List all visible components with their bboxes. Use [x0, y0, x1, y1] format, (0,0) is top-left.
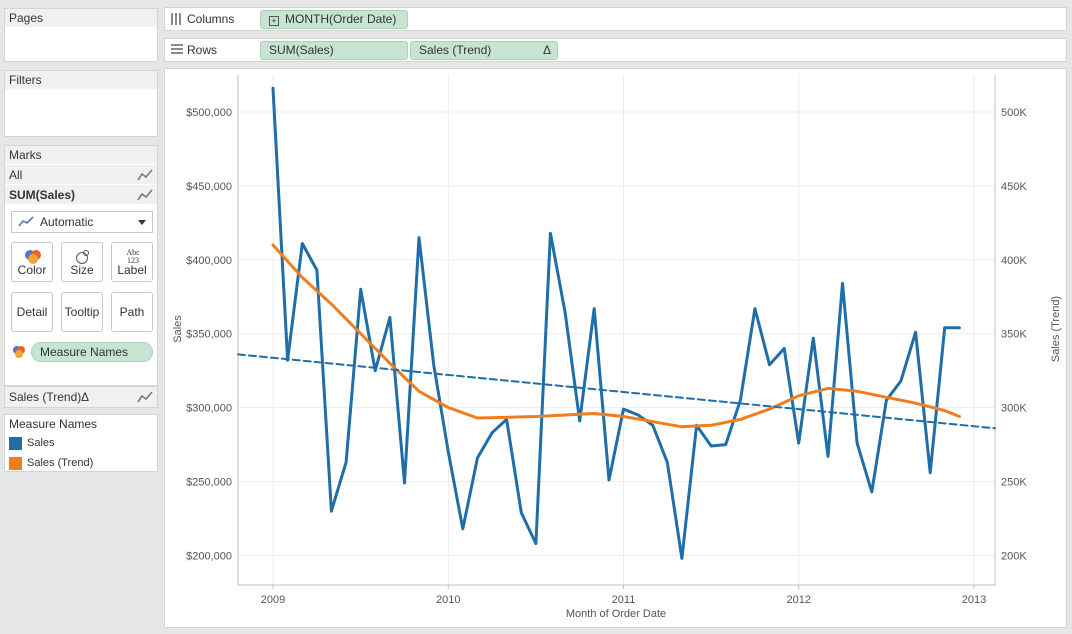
marks-title: Marks: [5, 146, 157, 164]
color-button-label: Color: [17, 263, 47, 277]
size-icon: [76, 250, 89, 264]
pages-title: Pages: [5, 9, 157, 27]
y-tick-label-right: 350K: [1001, 329, 1027, 341]
detail-button[interactable]: Detail: [11, 292, 53, 332]
measure-names-color-pill[interactable]: Measure Names: [31, 342, 153, 362]
line-mark-icon: [18, 216, 34, 227]
sales-line[interactable]: [271, 86, 961, 560]
y-tick-label-right: 300K: [1001, 403, 1027, 415]
marks-card: Marks All SUM(Sales) Automatic Color Siz…: [4, 145, 158, 386]
mark-type-dropdown[interactable]: Automatic: [11, 211, 153, 233]
chart-panel[interactable]: $200,000 200K $250,000 250K $300,000 300K $350…: [164, 68, 1067, 628]
legend-swatch: [9, 457, 22, 470]
sales-trend-pill[interactable]: Sales (Trend) Δ: [410, 41, 558, 60]
chevron-down-icon: [138, 220, 146, 225]
line-mark-icon: [137, 169, 153, 181]
delta-icon: Δ: [542, 43, 551, 57]
rows-label: Rows: [187, 43, 218, 57]
tooltip-button[interactable]: Tooltip: [61, 292, 103, 332]
y-tick-label-left: $200,000: [186, 550, 232, 562]
svg-text:123: 123: [127, 256, 139, 265]
legend-item-sales-trend[interactable]: Sales (Trend): [5, 453, 157, 473]
marks-sales-trend-row[interactable]: Sales (Trend) Δ: [4, 386, 158, 408]
y-tick-label-right: 500K: [1001, 107, 1027, 119]
color-palette-icon: [13, 346, 25, 358]
x-tick-label: 2013: [962, 594, 986, 606]
mark-type-value: Automatic: [40, 215, 94, 229]
filters-title: Filters: [5, 71, 157, 89]
x-axis-title: Month of Order Date: [566, 608, 666, 620]
label-button[interactable]: Abc 123 Label: [111, 242, 153, 282]
rows-shelf[interactable]: Rows SUM(Sales) Sales (Trend) Δ: [164, 38, 1067, 62]
legend-item-sales[interactable]: Sales: [5, 433, 157, 453]
marks-sales-trend-label: Sales (Trend): [9, 390, 82, 404]
sales-trend-pill-label: Sales (Trend): [419, 43, 492, 57]
sum-sales-pill[interactable]: SUM(Sales): [260, 41, 408, 60]
filters-card[interactable]: Filters: [4, 70, 158, 137]
tooltip-button-label: Tooltip: [64, 305, 100, 319]
month-order-date-label: MONTH(Order Date): [285, 12, 397, 26]
marks-sum-sales-label: SUM(Sales): [9, 188, 76, 202]
legend-title: Measure Names: [5, 415, 157, 433]
line-mark-icon: [137, 189, 153, 201]
label-button-label: Label: [117, 263, 147, 277]
y-tick-label-right: 400K: [1001, 255, 1027, 267]
marks-all-row[interactable]: All: [5, 164, 157, 184]
expand-plus-icon[interactable]: +: [269, 16, 279, 26]
color-palette-icon: [25, 250, 41, 264]
size-button-label: Size: [70, 263, 94, 277]
legend-item-label: Sales (Trend): [27, 457, 94, 469]
x-tick-label: 2011: [612, 594, 636, 606]
legend-swatch: [9, 437, 22, 450]
rows-icon: [171, 44, 183, 54]
line-chart[interactable]: $200,000 200K $250,000 250K $300,000 300K $350…: [165, 69, 1068, 629]
color-button[interactable]: Color: [11, 242, 53, 282]
legend-item-label: Sales: [27, 437, 55, 449]
detail-button-label: Detail: [16, 305, 48, 319]
y-tick-label-left: $350,000: [186, 329, 232, 341]
y-tick-label-right: 450K: [1001, 181, 1027, 193]
x-tick-label: 2012: [786, 594, 810, 606]
columns-shelf[interactable]: Columns + MONTH(Order Date): [164, 7, 1067, 31]
sales-trend-line[interactable]: [271, 243, 961, 429]
columns-icon: [171, 13, 181, 25]
svg-text:Abc: Abc: [126, 248, 140, 257]
pages-card[interactable]: Pages: [4, 8, 158, 62]
sum-sales-pill-label: SUM(Sales): [269, 43, 334, 57]
size-button[interactable]: Size: [61, 242, 103, 282]
marks-sum-sales-row[interactable]: SUM(Sales): [5, 184, 157, 204]
y-tick-label-right: 200K: [1001, 550, 1027, 562]
path-button-label: Path: [119, 305, 145, 319]
y-tick-label-left: $300,000: [186, 403, 232, 415]
delta-icon: Δ: [81, 390, 90, 404]
line-mark-icon: [137, 391, 153, 403]
y-tick-label-left: $250,000: [186, 477, 232, 489]
month-order-date-pill[interactable]: + MONTH(Order Date): [260, 10, 408, 29]
x-tick-label: 2010: [436, 594, 460, 606]
y-axis-left-title: Sales: [172, 315, 184, 343]
y-axis-right-title: Sales (Trend): [1050, 296, 1062, 362]
x-tick-label: 2009: [261, 594, 285, 606]
trend-line[interactable]: [237, 353, 996, 430]
measure-names-legend: Measure Names Sales Sales (Trend): [4, 414, 158, 472]
y-tick-label-left: $500,000: [186, 107, 232, 119]
marks-all-label: All: [9, 168, 23, 182]
y-tick-label-left: $400,000: [186, 255, 232, 267]
text-label-icon: Abc 123: [126, 248, 140, 265]
y-tick-label-right: 250K: [1001, 477, 1027, 489]
path-button[interactable]: Path: [111, 292, 153, 332]
y-tick-label-left: $450,000: [186, 181, 232, 193]
columns-label: Columns: [187, 12, 235, 26]
